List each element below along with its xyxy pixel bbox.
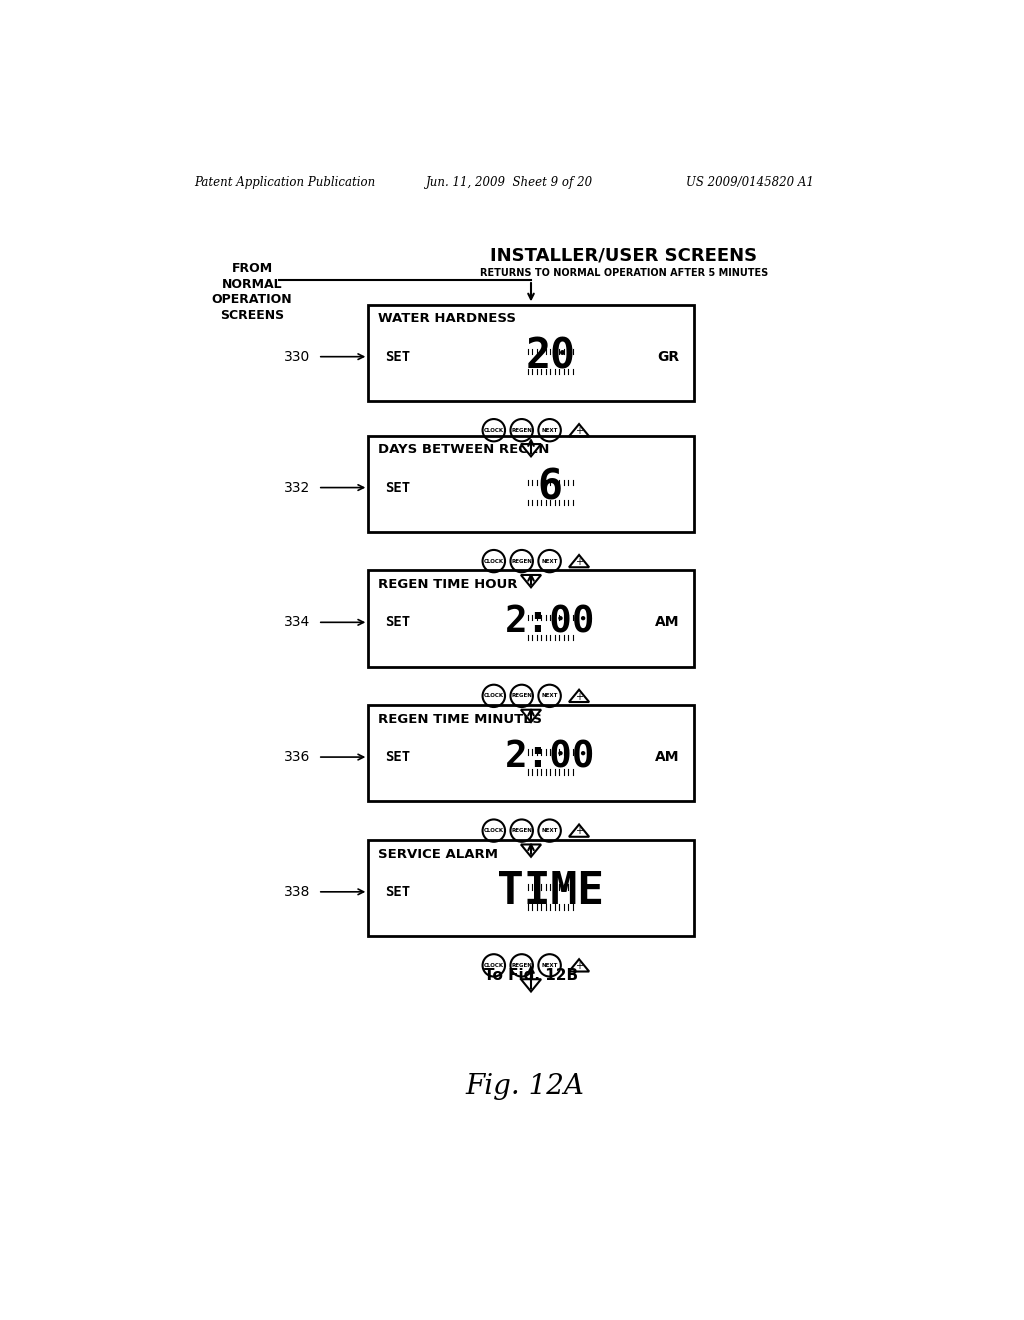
Text: +: +	[575, 692, 583, 702]
Text: NEXT: NEXT	[542, 962, 558, 968]
Text: DAYS BETWEEN REGEN: DAYS BETWEEN REGEN	[378, 444, 550, 457]
Text: +: +	[575, 826, 583, 837]
Text: TIME: TIME	[497, 870, 604, 913]
Text: GR: GR	[657, 350, 680, 364]
Text: NEXT: NEXT	[542, 828, 558, 833]
Text: CLOCK: CLOCK	[483, 828, 504, 833]
Text: CLOCK: CLOCK	[483, 558, 504, 564]
Text: Jun. 11, 2009  Sheet 9 of 20: Jun. 11, 2009 Sheet 9 of 20	[426, 176, 594, 189]
Text: SERVICE ALARM: SERVICE ALARM	[378, 847, 499, 861]
Text: REGEN: REGEN	[511, 693, 532, 698]
Text: REGEN: REGEN	[511, 828, 532, 833]
Text: 330: 330	[284, 350, 310, 364]
Text: 2:00: 2:00	[505, 605, 596, 640]
Bar	[369, 436, 693, 532]
Text: REGEN TIME HOUR: REGEN TIME HOUR	[378, 578, 518, 591]
Text: 338: 338	[284, 884, 310, 899]
Bar	[369, 305, 693, 401]
Text: CLOCK: CLOCK	[483, 693, 504, 698]
Text: SET: SET	[385, 350, 411, 364]
Text: REGEN TIME MINUTES: REGEN TIME MINUTES	[378, 713, 543, 726]
Text: +: +	[575, 426, 583, 436]
Text: SET: SET	[385, 750, 411, 764]
Text: +: +	[575, 961, 583, 972]
Text: CLOCK: CLOCK	[483, 962, 504, 968]
Text: To Fig. 12B: To Fig. 12B	[484, 969, 579, 983]
Text: CLOCK: CLOCK	[483, 428, 504, 433]
Text: 20: 20	[525, 335, 575, 378]
Polygon shape	[521, 444, 541, 457]
Text: 332: 332	[284, 480, 310, 495]
Text: RETURNS TO NORMAL OPERATION AFTER 5 MINUTES: RETURNS TO NORMAL OPERATION AFTER 5 MINU…	[480, 268, 768, 277]
Text: +: +	[575, 557, 583, 566]
Text: NEXT: NEXT	[542, 693, 558, 698]
Polygon shape	[521, 845, 541, 857]
Text: 2:00: 2:00	[505, 739, 596, 775]
Text: US 2009/0145820 A1: US 2009/0145820 A1	[686, 176, 814, 189]
Text: AM: AM	[655, 615, 680, 630]
Text: INSTALLER/USER SCREENS: INSTALLER/USER SCREENS	[490, 247, 758, 265]
Text: REGEN: REGEN	[511, 962, 532, 968]
Text: AM: AM	[655, 750, 680, 764]
Text: Patent Application Publication: Patent Application Publication	[194, 176, 375, 189]
Bar	[369, 705, 693, 801]
Text: 334: 334	[284, 615, 310, 630]
Bar	[369, 840, 693, 936]
Text: 336: 336	[284, 750, 310, 764]
Polygon shape	[521, 710, 541, 722]
Text: SET: SET	[385, 884, 411, 899]
Text: 6: 6	[538, 466, 563, 508]
Text: NEXT: NEXT	[542, 428, 558, 433]
Text: REGEN: REGEN	[511, 558, 532, 564]
Polygon shape	[521, 979, 541, 991]
Text: NEXT: NEXT	[542, 558, 558, 564]
Text: REGEN: REGEN	[511, 428, 532, 433]
Text: FROM
NORMAL
OPERATION
SCREENS: FROM NORMAL OPERATION SCREENS	[212, 263, 292, 322]
Text: Fig. 12A: Fig. 12A	[465, 1073, 585, 1100]
Text: WATER HARDNESS: WATER HARDNESS	[378, 313, 516, 326]
Text: SET: SET	[385, 480, 411, 495]
Polygon shape	[521, 576, 541, 587]
Text: SET: SET	[385, 615, 411, 630]
Bar	[369, 570, 693, 667]
